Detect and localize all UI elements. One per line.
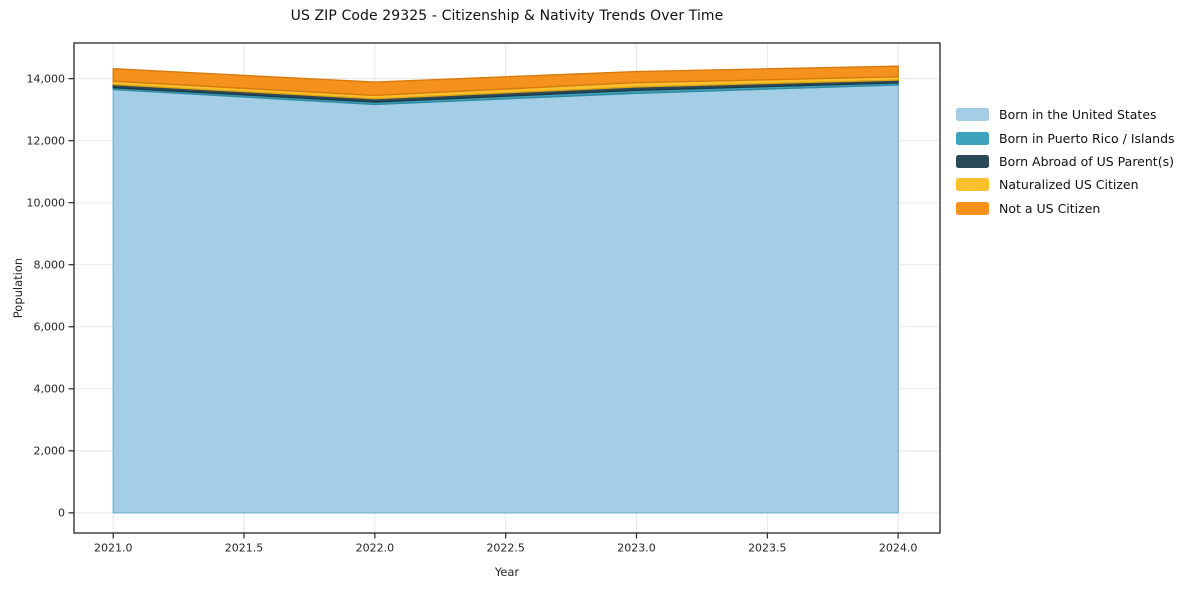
x-tick-label: 2021.0 <box>94 542 133 555</box>
y-tick-label: 14,000 <box>27 72 66 85</box>
legend-item: Born in Puerto Rico / Islands <box>956 126 1175 149</box>
x-tick-label: 2023.0 <box>617 542 656 555</box>
legend-item: Not a US Citizen <box>956 197 1175 220</box>
legend-item: Born Abroad of US Parent(s) <box>956 150 1175 173</box>
plot-frame <box>73 42 941 534</box>
area-series-not-a-us-citizen <box>112 65 899 97</box>
x-tick-label: 2021.5 <box>225 542 264 555</box>
legend-item: Born in the United States <box>956 103 1175 126</box>
x-tick-label: 2024.0 <box>879 542 918 555</box>
legend-swatch-icon <box>956 201 989 215</box>
legend-swatch-icon <box>956 108 989 122</box>
legend-item: Naturalized US Citizen <box>956 173 1175 196</box>
y-axis-title: Population <box>11 257 25 319</box>
x-tick-label: 2022.5 <box>486 542 525 555</box>
legend-label: Not a US Citizen <box>999 200 1101 216</box>
chart-title: US ZIP Code 29325 - Citizenship & Nativi… <box>290 8 724 24</box>
y-tick-label: 4,000 <box>34 383 66 396</box>
x-tick-label: 2023.5 <box>748 542 787 555</box>
y-tick-label: 8,000 <box>34 259 66 272</box>
area-series-born-in-the-united-states <box>112 84 899 514</box>
x-axis-title: Year <box>494 565 520 579</box>
y-tick-label: 6,000 <box>34 321 66 334</box>
legend-swatch-icon <box>956 131 989 145</box>
legend-label: Born Abroad of US Parent(s) <box>999 153 1174 169</box>
legend-swatch-icon <box>956 178 989 192</box>
y-tick-label: 12,000 <box>27 134 66 147</box>
legend: Born in the United States Born in Puerto … <box>956 103 1175 220</box>
legend-label: Born in the United States <box>999 107 1157 123</box>
y-tick-label: 0 <box>58 507 65 520</box>
legend-swatch-icon <box>956 154 989 168</box>
legend-label: Naturalized US Citizen <box>999 177 1139 193</box>
legend-label: Born in Puerto Rico / Islands <box>999 130 1175 146</box>
y-tick-label: 2,000 <box>34 445 66 458</box>
x-tick-label: 2022.0 <box>356 542 395 555</box>
y-tick-label: 10,000 <box>27 197 66 210</box>
